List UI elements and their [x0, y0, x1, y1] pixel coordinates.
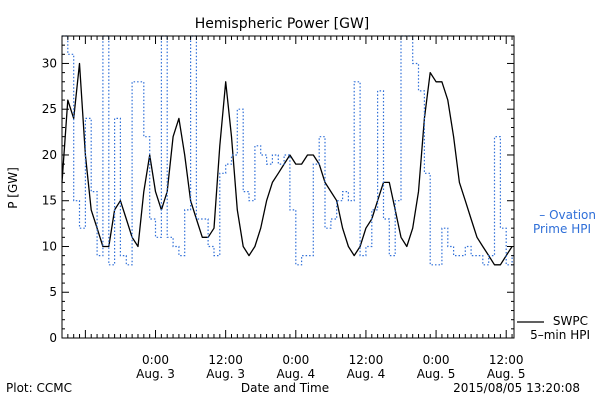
x-tick-label-date: Aug. 5	[417, 367, 456, 381]
x-tick-label-time: 0:00	[142, 353, 169, 367]
x-tick-label-date: Aug. 4	[276, 367, 315, 381]
y-tick-label: 15	[42, 194, 57, 208]
y-tick-label: 25	[42, 102, 57, 116]
legend-swpc-line1: SWPC	[553, 314, 588, 328]
y-tick-label: 30	[42, 56, 57, 70]
x-tick-label-time: 12:00	[208, 353, 243, 367]
legend-ovation-line1: – Ovation	[539, 208, 596, 222]
x-tick-label-date: Aug. 3	[136, 367, 175, 381]
x-tick-label-date: Aug. 4	[347, 367, 386, 381]
chart-title: Hemispheric Power [GW]	[195, 16, 370, 32]
x-axis-label: Date and Time	[241, 381, 329, 395]
x-tick-label-time: 12:00	[489, 353, 524, 367]
x-tick-label-time: 0:00	[282, 353, 309, 367]
y-axis-label: P [GW]	[6, 167, 20, 209]
plot-frame	[61, 35, 515, 339]
swpc-hpi-line	[61, 62, 513, 266]
plot-timestamp: 2015/08/05 13:20:08	[453, 381, 580, 395]
y-tick-label: 0	[49, 331, 57, 345]
y-tick-label: 5	[49, 285, 57, 299]
x-tick-label-time: 0:00	[423, 353, 450, 367]
plot-credit: Plot: CCMC	[6, 381, 72, 395]
y-tick-label: 20	[42, 148, 57, 162]
legend-ovation-line2: Prime HPI	[533, 222, 591, 236]
y-tick-label: 10	[42, 239, 57, 253]
x-tick-label-date: Aug. 5	[487, 367, 526, 381]
legend-swpc-line2: 5–min HPI	[530, 328, 590, 342]
x-tick-label-time: 12:00	[349, 353, 384, 367]
x-tick-label-date: Aug. 3	[206, 367, 245, 381]
